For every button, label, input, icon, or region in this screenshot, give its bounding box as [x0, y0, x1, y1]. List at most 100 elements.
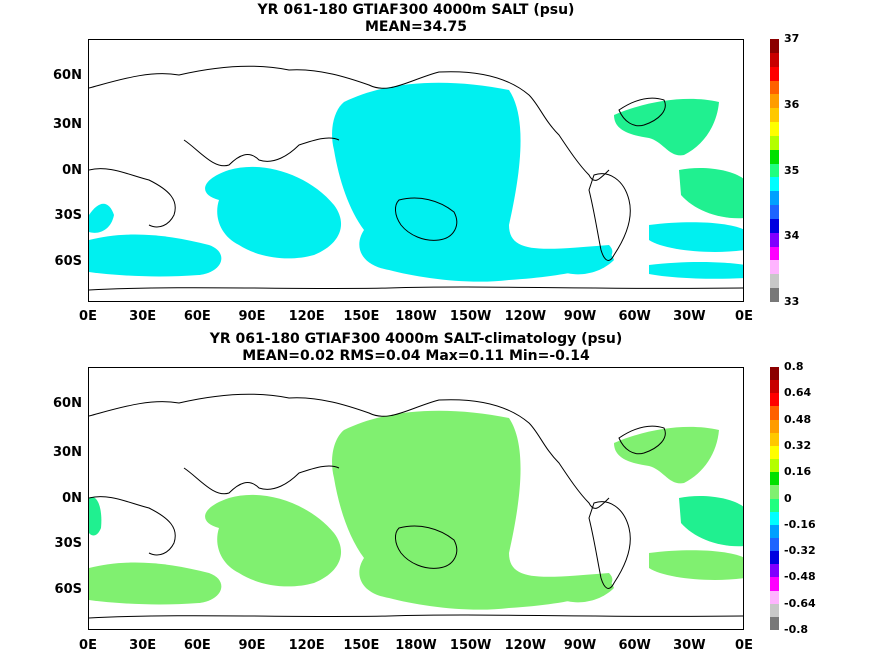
lon-label: 60W: [618, 638, 651, 653]
panel1-map: [88, 39, 744, 302]
lat-label: 30S: [54, 536, 82, 551]
colorbar-label: 33: [784, 295, 800, 308]
lon-label: 60W: [618, 309, 651, 324]
panel2-coastlines: [89, 393, 743, 619]
lon-label: 90W: [563, 309, 597, 324]
colorbar-swatch: [770, 472, 779, 486]
lon-label: 120W: [504, 638, 547, 653]
colorbar-swatch: [770, 419, 779, 434]
panel1-colorbar: [770, 39, 779, 303]
indian-diff-field: [205, 494, 342, 587]
lon-label: 150E: [343, 309, 380, 324]
colorbar-swatch: [770, 80, 779, 95]
lat-label: 60N: [53, 396, 82, 411]
colorbar-label: 0.16: [784, 465, 812, 479]
colorbar-swatch: [770, 616, 779, 631]
colorbar-label: -0.64: [784, 596, 816, 610]
colorbar-label: -0.48: [784, 570, 816, 584]
colorbar-swatch: [770, 246, 779, 261]
lon-label: 0E: [79, 309, 97, 324]
panel2-colorbar: [770, 367, 779, 631]
colorbar-swatch: [770, 94, 779, 109]
south-atlantic-field-b: [649, 261, 743, 279]
panel1-atlantic-fields: [614, 98, 743, 219]
colorbar-swatch: [770, 406, 779, 421]
lat-label: 0N: [62, 491, 82, 506]
lat-label: 60S: [54, 254, 82, 269]
tasman-diff: [368, 551, 391, 575]
colorbar-swatch: [770, 393, 779, 407]
lon-label: 150W: [449, 309, 492, 324]
lat-label: 60S: [54, 582, 82, 597]
lon-label: 30W: [673, 638, 706, 653]
colorbar-label: -0.16: [784, 517, 816, 531]
colorbar-swatch: [770, 177, 779, 192]
pacific-field: [332, 82, 613, 282]
colorbar-swatch: [770, 551, 779, 565]
lon-label: 180W: [395, 638, 437, 653]
colorbar-swatch: [770, 288, 779, 303]
colorbar-swatch: [770, 524, 779, 539]
lon-label: 0E: [735, 638, 753, 653]
south-atlantic-diff: [649, 550, 743, 580]
lon-label: 120E: [288, 309, 325, 324]
tropical-atlantic-field: [679, 168, 743, 219]
colorbar-swatch: [770, 367, 779, 381]
panel2-difference-fields: [89, 410, 743, 610]
panel1-title: YR 061-180 GTIAF300 4000m SALT (psu): [257, 2, 575, 18]
panel1-coastlines: [89, 65, 743, 291]
lat-label: 0N: [62, 163, 82, 178]
colorbar-label: 36: [784, 97, 800, 111]
west-indian-diff: [89, 497, 102, 536]
colorbar-swatch: [770, 485, 779, 499]
tasman-field: [368, 223, 391, 247]
south-ocean-field-b: [89, 203, 114, 233]
panel1-mean: MEAN=34.75: [364, 19, 468, 35]
lon-label: 90E: [238, 638, 266, 653]
colorbar-swatch: [770, 577, 779, 592]
lat-label: 30S: [54, 208, 82, 223]
lon-label: 30E: [129, 638, 157, 653]
colorbar-swatch: [770, 590, 779, 605]
lon-label: 60E: [183, 309, 211, 324]
south-ocean-field-a: [89, 234, 222, 277]
colorbar-swatch: [770, 511, 779, 526]
lon-label: 90W: [563, 638, 597, 653]
colorbar-swatch: [770, 39, 779, 54]
south-pacific-diff: [559, 576, 614, 603]
panel2-title: YR 061-180 GTIAF300 4000m SALT-climatolo…: [209, 331, 623, 347]
colorbar-label: 0.64: [784, 386, 812, 400]
colorbar-swatch: [770, 537, 779, 552]
colorbar-swatch: [770, 603, 779, 618]
panel2-map: [88, 367, 744, 630]
pacific-diff-field: [332, 410, 613, 610]
colorbar-swatch: [770, 260, 779, 275]
lon-label: 120E: [288, 638, 325, 653]
panel1-salinity-fields: [89, 82, 743, 282]
lon-label: 150W: [449, 638, 492, 653]
lon-label: 90E: [238, 309, 266, 324]
lon-label: 0E: [79, 638, 97, 653]
colorbar-swatch: [770, 445, 779, 460]
colorbar-label: 0: [784, 491, 792, 505]
north-atlantic-diff: [614, 426, 719, 484]
lat-label: 30N: [53, 117, 82, 132]
colorbar-swatch: [770, 498, 779, 513]
lon-label: 30W: [673, 309, 706, 324]
colorbar-swatch: [770, 66, 779, 81]
colorbar-label: 35: [784, 163, 800, 177]
colorbar-swatch: [770, 564, 779, 578]
colorbar-swatch: [770, 122, 779, 137]
colorbar-swatch: [770, 432, 779, 447]
lon-label: 150E: [343, 638, 380, 653]
panel2-stats: MEAN=0.02 RMS=0.04 Max=0.11 Min=-0.14: [242, 348, 590, 364]
colorbar-swatch: [770, 205, 779, 220]
colorbar-swatch: [770, 380, 779, 394]
colorbar-swatch: [770, 149, 779, 165]
colorbar-label: -0.8: [784, 623, 809, 636]
south-pacific-field: [559, 248, 614, 275]
colorbar-swatch: [770, 191, 779, 206]
lon-label: 60E: [183, 638, 211, 653]
indian-field: [205, 166, 342, 259]
south-atlantic-field: [649, 222, 743, 252]
